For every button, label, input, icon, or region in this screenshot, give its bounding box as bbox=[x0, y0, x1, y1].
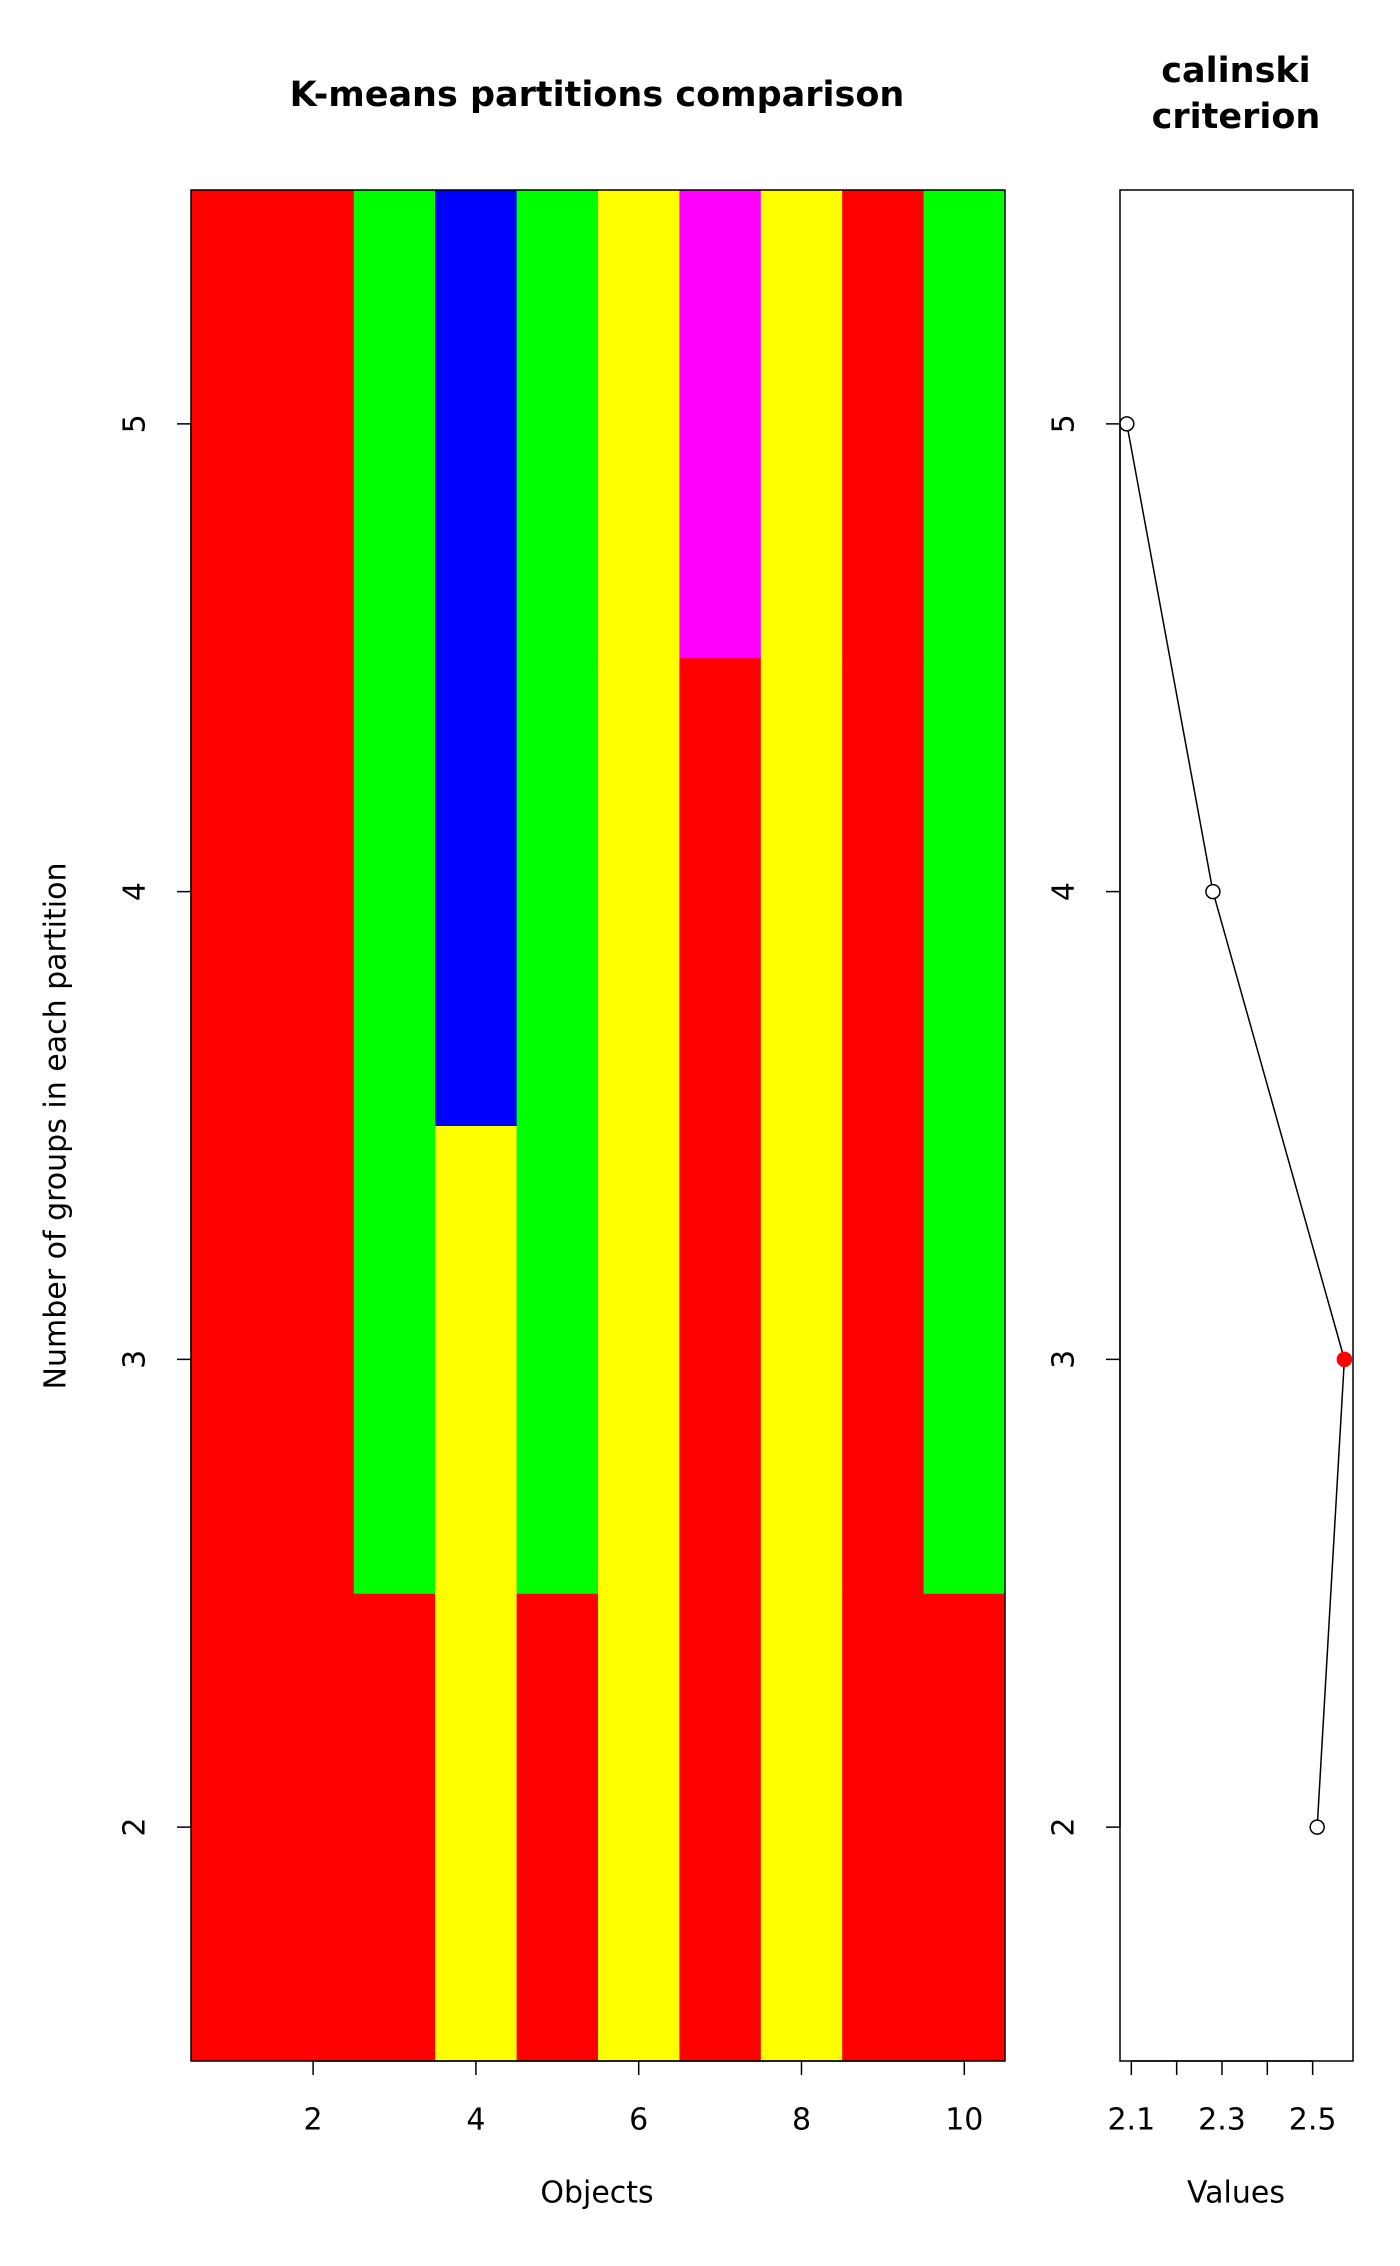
cell bbox=[679, 657, 762, 1126]
cell bbox=[353, 190, 436, 659]
y-axis-label: Number of groups in each partition bbox=[39, 863, 74, 1390]
cell bbox=[353, 1125, 436, 1594]
chart-title: K-means partitions comparison bbox=[290, 75, 905, 115]
cell bbox=[272, 657, 355, 1126]
cell bbox=[191, 1125, 273, 1594]
cell bbox=[923, 1125, 1006, 1594]
cell bbox=[760, 657, 843, 1126]
chart-title: criterion bbox=[1152, 97, 1321, 137]
x-tick-label: 6 bbox=[629, 2103, 648, 2138]
x-axis-label: Values bbox=[1187, 2176, 1285, 2211]
y-tick-label: 3 bbox=[1047, 1350, 1082, 1369]
cell bbox=[923, 190, 1006, 659]
cell bbox=[842, 657, 925, 1126]
cell bbox=[272, 1593, 355, 2062]
x-tick-label: 10 bbox=[945, 2103, 983, 2138]
point bbox=[1205, 883, 1221, 900]
y-tick-label: 2 bbox=[118, 1818, 153, 1837]
x-tick-label: 2.1 bbox=[1107, 2103, 1155, 2138]
cell bbox=[760, 190, 843, 659]
x-tick-label: 8 bbox=[792, 2103, 811, 2138]
cell bbox=[679, 190, 762, 659]
cell bbox=[272, 190, 355, 659]
x-tick-label: 2.3 bbox=[1198, 2103, 1246, 2138]
cell bbox=[842, 1125, 925, 1594]
y-tick-label: 5 bbox=[1047, 414, 1082, 433]
cell bbox=[191, 190, 273, 659]
cell bbox=[516, 657, 599, 1126]
cell bbox=[516, 190, 599, 659]
cell bbox=[272, 1125, 355, 1594]
cell bbox=[598, 657, 680, 1126]
x-tick-label: 4 bbox=[466, 2103, 485, 2138]
cell bbox=[191, 1593, 273, 2062]
cell bbox=[435, 1593, 518, 2062]
cell bbox=[435, 190, 518, 659]
point bbox=[1119, 416, 1135, 432]
chart-title: calinski bbox=[1161, 51, 1310, 91]
cell bbox=[598, 1593, 680, 2062]
cell bbox=[923, 657, 1006, 1126]
cell bbox=[353, 1593, 436, 2062]
y-tick-label: 4 bbox=[118, 882, 153, 901]
cell bbox=[842, 190, 925, 659]
cell bbox=[435, 1125, 518, 1594]
point bbox=[1336, 1351, 1353, 1368]
y-tick-label: 3 bbox=[118, 1350, 153, 1369]
y-tick-label: 2 bbox=[1047, 1818, 1082, 1837]
cell bbox=[923, 1593, 1006, 2062]
y-tick-label: 4 bbox=[1047, 882, 1082, 901]
x-tick-label: 2 bbox=[304, 2103, 323, 2138]
cell bbox=[679, 1125, 762, 1594]
cell bbox=[516, 1125, 599, 1594]
cell bbox=[516, 1593, 599, 2062]
cell bbox=[760, 1125, 843, 1594]
x-axis-label: Objects bbox=[540, 2176, 653, 2211]
cell bbox=[679, 1593, 762, 2062]
cell bbox=[760, 1593, 843, 2062]
x-tick-label: 2.5 bbox=[1289, 2103, 1337, 2138]
cell bbox=[353, 657, 436, 1126]
cell bbox=[598, 1125, 680, 1594]
y-tick-label: 5 bbox=[118, 414, 153, 433]
cell bbox=[435, 657, 518, 1126]
line bbox=[1126, 423, 1346, 1828]
cell bbox=[191, 657, 273, 1126]
cell bbox=[598, 190, 680, 659]
point bbox=[1309, 1819, 1325, 1835]
cell bbox=[842, 1593, 925, 2062]
